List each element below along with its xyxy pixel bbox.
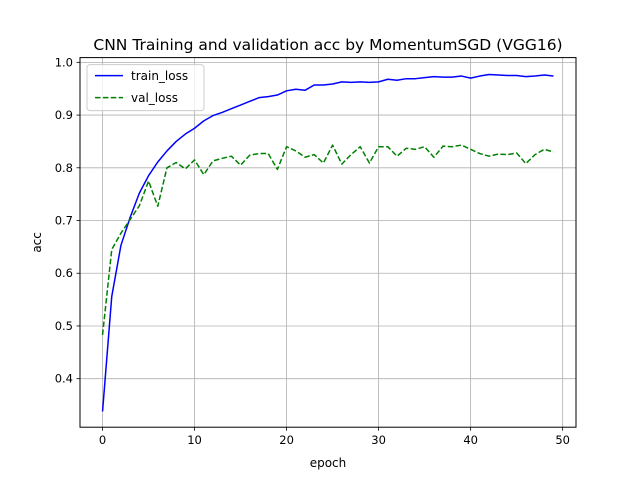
y-tick-label: 0.5 [55,319,73,333]
y-tick-label: 0.7 [55,214,73,228]
legend-label-val: val_loss [131,91,178,105]
ticks: 0 10 20 30 40 50 0.4 0.5 0.6 0.7 0.8 0.9 1.0 [55,55,570,447]
y-tick-label: 1.0 [55,55,73,69]
y-tick-label: 0.8 [55,161,73,175]
y-axis-label: acc [30,232,44,253]
series-line-train-loss [101,73,554,412]
legend-label-train: train_loss [131,69,188,83]
x-tick-label: 0 [99,433,106,447]
chart-title: CNN Training and validation acc by Momen… [93,36,562,54]
x-tick-label: 40 [463,433,478,447]
x-tick-label: 50 [555,433,570,447]
grid [80,57,576,428]
y-tick-label: 0.4 [55,372,73,386]
series-layer [101,73,554,412]
x-tick-label: 10 [187,433,202,447]
x-tick-label: 30 [371,433,386,447]
y-tick-label: 0.9 [55,108,73,122]
series-line-val-loss [101,144,554,336]
y-tick-label: 0.6 [55,266,73,280]
legend: train_loss val_loss [86,64,205,112]
plot-area-frame [79,57,577,428]
x-tick-label: 20 [279,433,294,447]
x-axis-label: epoch [310,456,347,470]
